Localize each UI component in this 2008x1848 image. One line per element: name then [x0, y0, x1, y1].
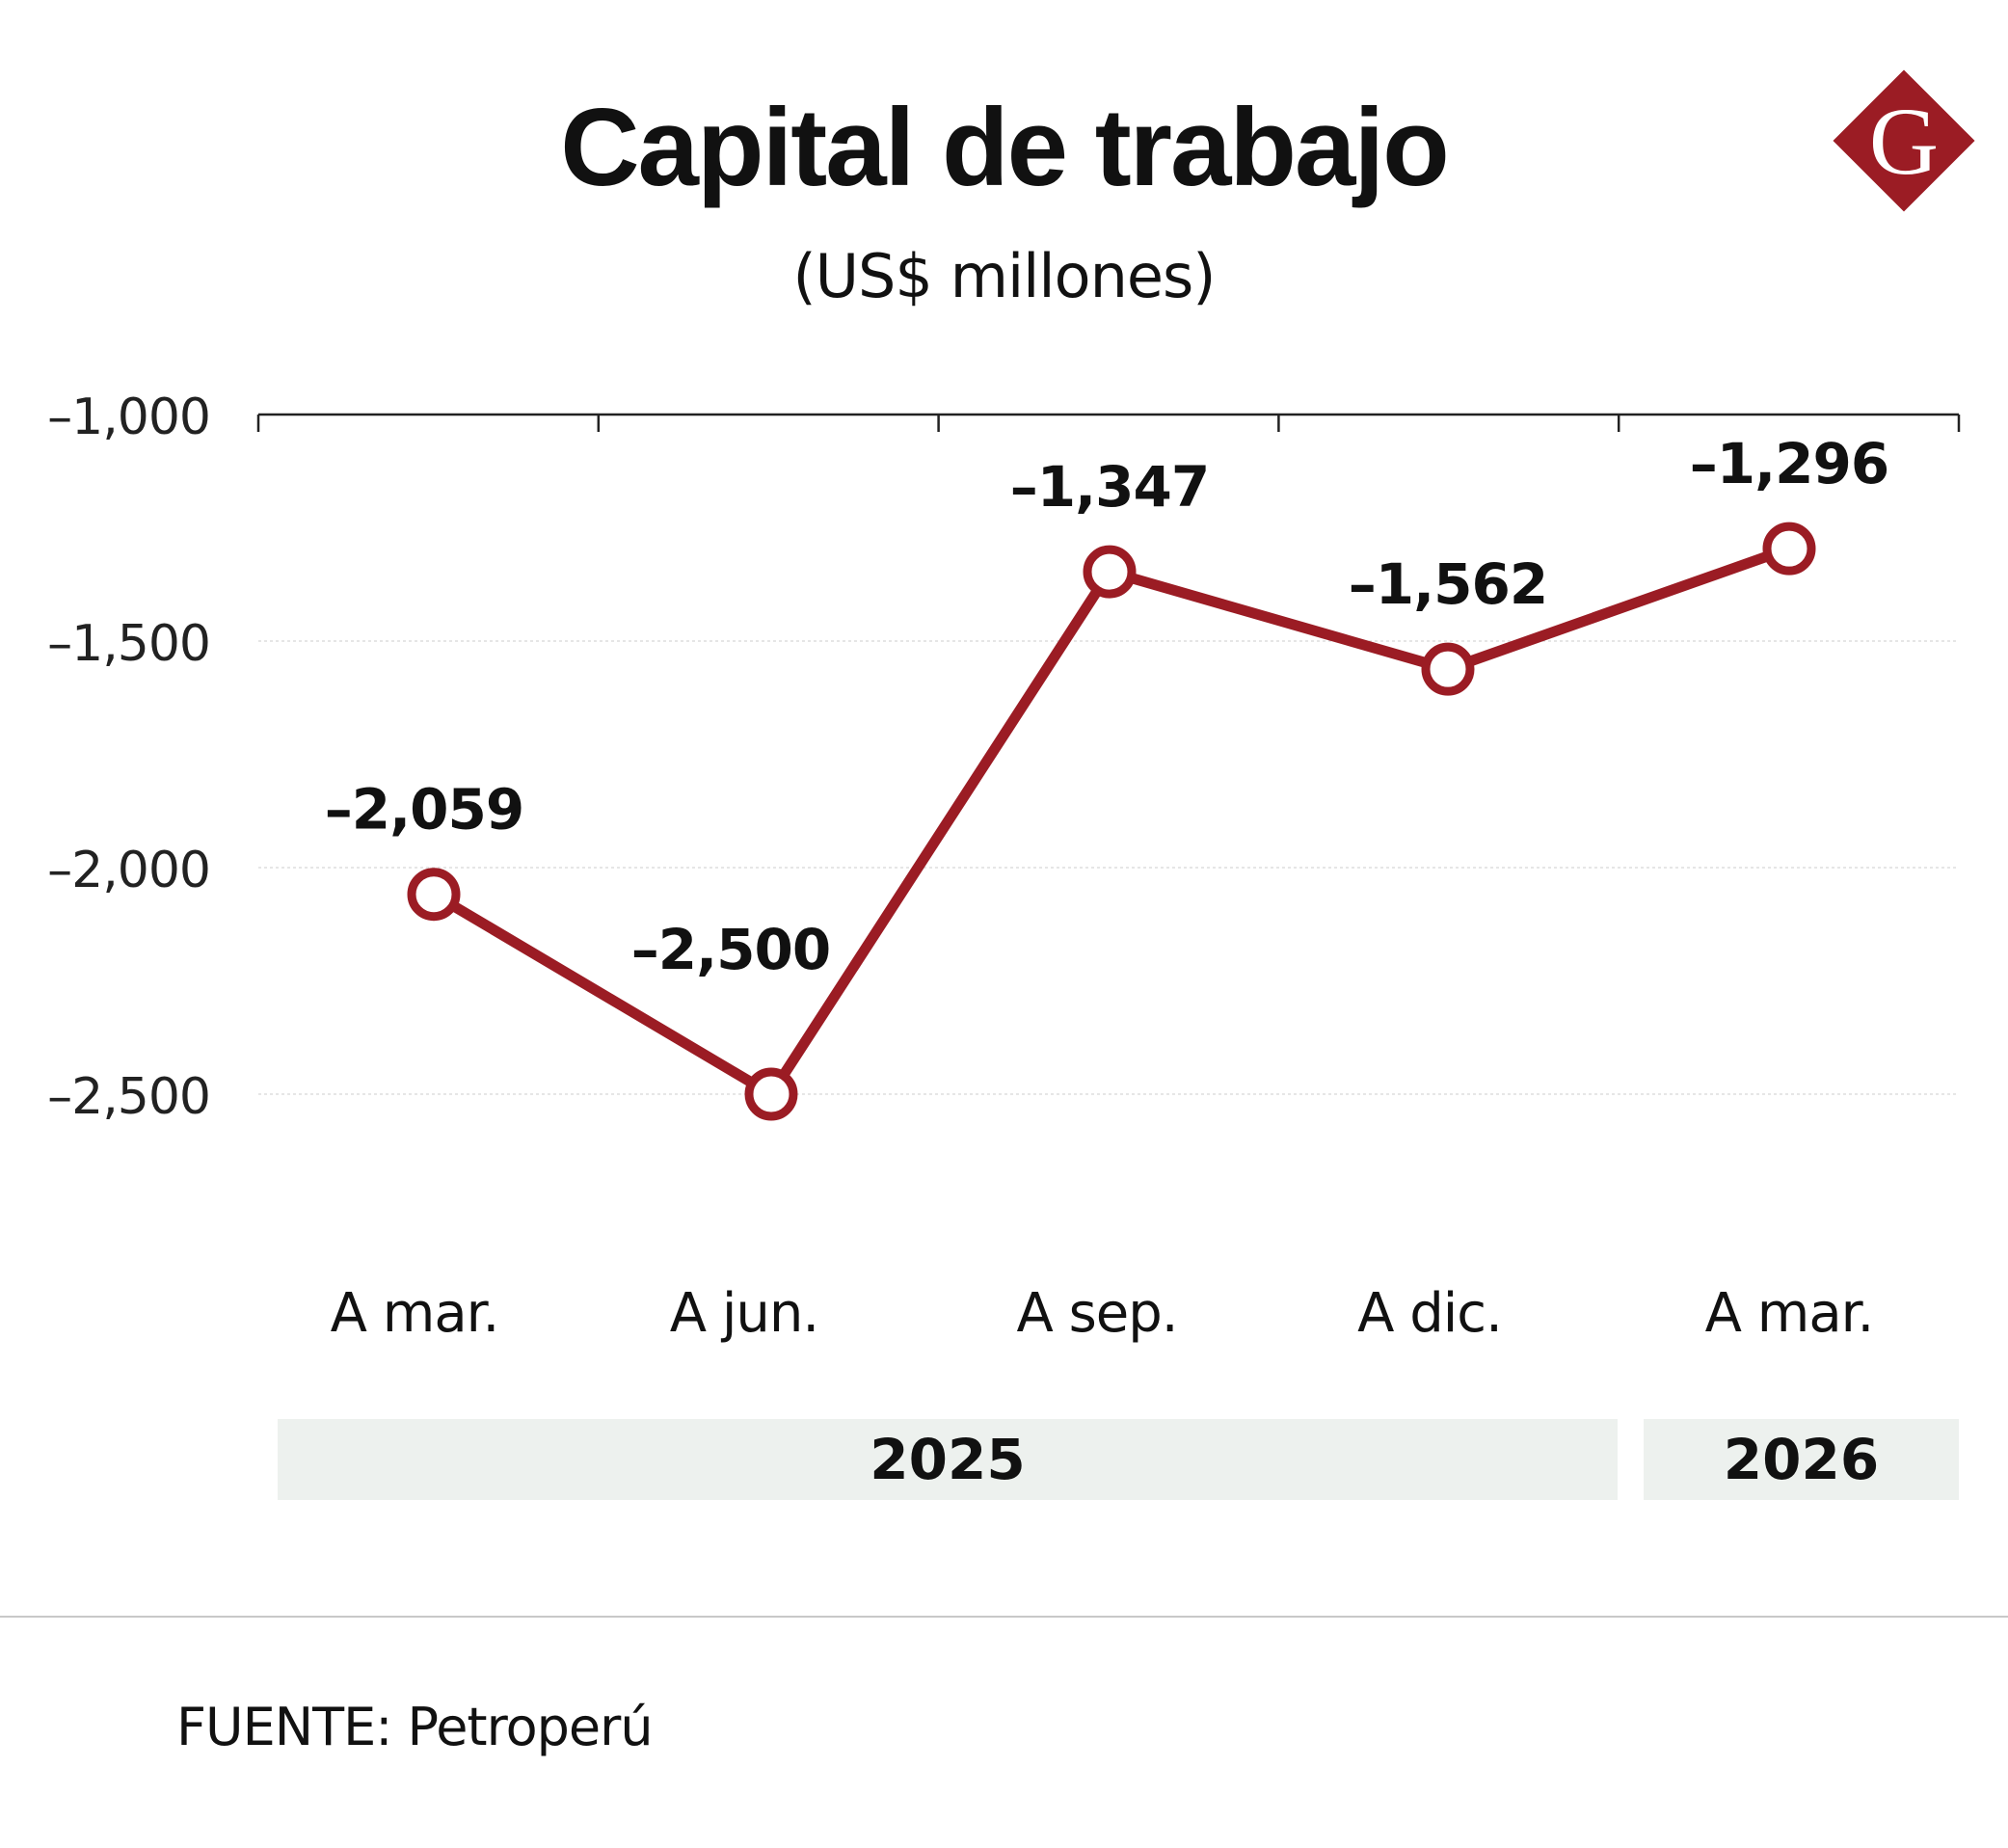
data-label: –2,059 — [325, 777, 523, 843]
source-note: FUENTE: Petroperú — [176, 1697, 654, 1757]
data-point — [1083, 545, 1137, 599]
data-label: –1,562 — [1349, 551, 1547, 617]
year-label: 2026 — [1724, 1427, 1879, 1492]
data-point — [407, 868, 461, 922]
year-label: 2025 — [870, 1427, 1025, 1492]
x-tick-label: A mar. — [1705, 1282, 1874, 1345]
data-point — [1762, 522, 1816, 576]
y-tick-label: –1,500 — [47, 615, 210, 673]
year-band — [278, 1419, 1618, 1500]
y-tick-label: –2,000 — [47, 842, 210, 899]
logo-g-icon: G — [1833, 69, 1975, 212]
data-point — [1421, 642, 1475, 696]
data-label: –2,500 — [631, 917, 830, 982]
x-tick-label: A dic. — [1357, 1282, 1502, 1345]
data-label: –1,296 — [1690, 431, 1888, 496]
data-point — [744, 1067, 798, 1121]
footer-divider — [0, 1616, 2008, 1618]
year-band — [1644, 1419, 1959, 1500]
y-tick-label: –1,000 — [47, 388, 210, 446]
x-tick-label: A mar. — [331, 1282, 499, 1345]
data-label: –1,347 — [1010, 454, 1209, 520]
chart-subtitle: (US$ millones) — [792, 241, 1216, 311]
chart-title: Capital de trabajo — [560, 87, 1450, 209]
line-chart: –1,000 –1,500 –2,000 –2,500 –2,059 –2,500 –1,3… — [47, 388, 1961, 1500]
x-tick-label: A sep. — [1016, 1282, 1177, 1345]
logo-letter: G — [1869, 88, 1939, 195]
y-tick-label: –2,500 — [47, 1068, 210, 1126]
x-tick-label: A jun. — [670, 1282, 818, 1345]
series-line — [428, 543, 1795, 1100]
